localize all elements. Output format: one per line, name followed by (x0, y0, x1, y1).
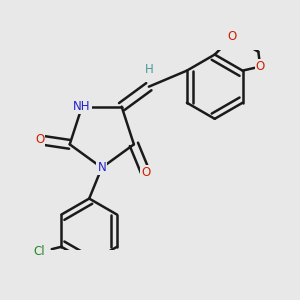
Text: H: H (145, 62, 153, 76)
Text: O: O (35, 133, 44, 146)
Text: O: O (141, 166, 150, 179)
Text: Cl: Cl (33, 245, 45, 258)
Text: NH: NH (73, 100, 91, 113)
Text: O: O (256, 60, 265, 73)
Text: N: N (98, 161, 106, 174)
Text: O: O (228, 30, 237, 44)
